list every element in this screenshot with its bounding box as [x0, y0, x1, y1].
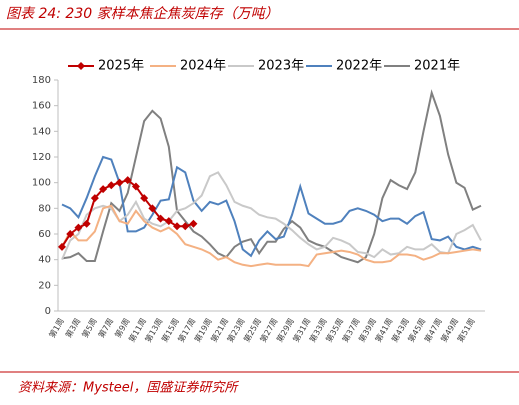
- data-point: [148, 204, 157, 213]
- y-tick-label: 120: [32, 152, 51, 163]
- y-tick-label: 100: [32, 178, 51, 189]
- data-point: [181, 222, 190, 231]
- line-series: [61, 204, 482, 268]
- data-point: [82, 219, 91, 228]
- data-point: [131, 182, 140, 191]
- y-tick-label: 180: [32, 75, 51, 86]
- data-point: [107, 181, 116, 190]
- data-point: [99, 185, 108, 194]
- y-tick-label: 160: [32, 101, 51, 112]
- data-point: [58, 242, 66, 251]
- data-point: [66, 230, 75, 238]
- legend-label: 2021年: [414, 59, 460, 74]
- x-tick-label: 第7周: [96, 316, 115, 339]
- x-tick-label: 第5周: [80, 316, 99, 339]
- y-tick-label: 20: [38, 280, 51, 291]
- source: 资料来源：Mysteel，国盛证券研究所: [18, 380, 239, 396]
- legend-label: 2024年: [180, 59, 226, 74]
- data-point: [140, 194, 149, 203]
- line-series: [61, 89, 482, 264]
- chart-title: 图表 24: 230 家样本焦企焦炭库存（万吨）: [6, 6, 279, 22]
- y-tick-label: 60: [38, 229, 51, 240]
- y-tick-label: 140: [32, 126, 51, 137]
- data-point: [115, 178, 124, 187]
- line-series: [61, 171, 482, 261]
- legend-label: 2023年: [258, 59, 304, 74]
- data-point: [156, 214, 165, 223]
- data-point: [164, 217, 173, 226]
- line-series: [61, 155, 482, 258]
- x-tick-label: 第1周: [47, 316, 66, 339]
- y-tick-label: 40: [38, 255, 51, 266]
- data-point: [74, 223, 83, 232]
- y-tick-label: 80: [38, 203, 51, 214]
- data-point: [90, 194, 99, 203]
- data-point: [189, 219, 198, 228]
- legend-label: 2025年: [98, 59, 144, 74]
- y-tick-label: 0: [45, 306, 51, 317]
- legend-label: 2022年: [336, 59, 382, 74]
- legend-marker: [77, 62, 85, 70]
- data-point: [173, 222, 182, 231]
- x-tick-label: 第3周: [63, 316, 82, 339]
- data-point: [123, 176, 132, 185]
